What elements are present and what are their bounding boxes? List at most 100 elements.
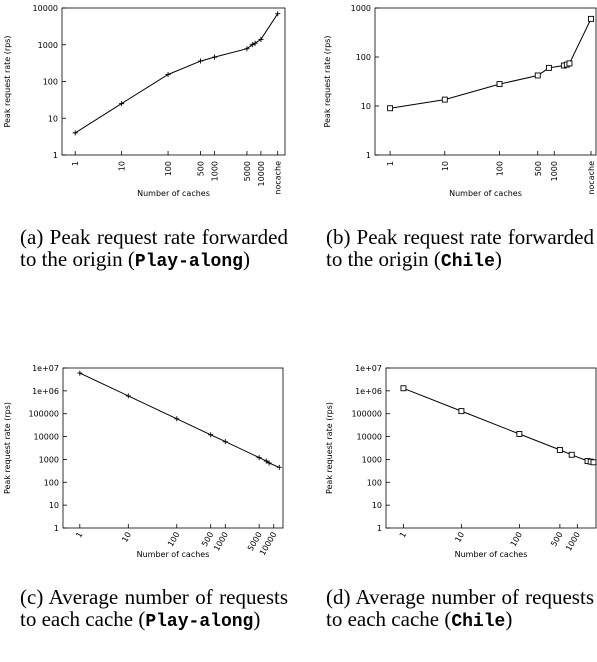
caption-text: (c) Average number of requests to each c… xyxy=(20,585,288,631)
marker xyxy=(458,408,465,415)
plot-frame xyxy=(385,367,597,529)
caption-text: ) xyxy=(494,247,502,271)
marker xyxy=(275,11,281,17)
marker xyxy=(266,460,272,466)
marker xyxy=(263,458,269,464)
x-tick-label: 1 xyxy=(386,161,395,166)
y-tick-label: 100 xyxy=(44,478,59,487)
y-tick-label: 10 xyxy=(361,102,371,111)
marker xyxy=(119,101,125,107)
data-line xyxy=(390,18,592,109)
caption-dataset: Chile xyxy=(440,252,495,272)
x-axis-label: Number of caches xyxy=(455,550,528,559)
marker xyxy=(516,431,523,437)
x-tick-label: 1000 xyxy=(210,161,219,181)
marker xyxy=(198,58,204,64)
x-axis-label: Number of caches xyxy=(449,189,522,198)
marker xyxy=(496,81,503,88)
marker xyxy=(174,416,180,422)
marker xyxy=(588,15,594,22)
x-tick-label: 10 xyxy=(453,531,466,544)
y-tick-label: 1 xyxy=(54,524,59,533)
marker xyxy=(125,393,131,399)
x-tick-label: 10 xyxy=(441,161,450,171)
marker xyxy=(545,64,552,71)
data-line xyxy=(403,387,594,463)
x-tick-label: 1 xyxy=(74,531,84,540)
caption-text: ) xyxy=(505,607,513,631)
marker xyxy=(252,40,258,46)
y-tick-label: 1000 xyxy=(362,455,382,464)
x-tick-label: 5000 xyxy=(243,161,252,181)
marker xyxy=(276,464,282,470)
y-tick-label: 1e+07 xyxy=(32,364,59,373)
x-tick-label: nocache xyxy=(274,161,283,195)
caption-dataset: Play-along xyxy=(134,252,243,272)
x-tick-label: 1000 xyxy=(550,161,559,181)
caption-text: (b) Peak request rate forwarded to the o… xyxy=(326,225,594,271)
x-tick-label: 10000 xyxy=(257,161,266,186)
y-tick-label: 1000 xyxy=(39,455,59,464)
caption-text: (d) Average number of requests to each c… xyxy=(326,585,594,631)
y-tick-label: 100000 xyxy=(351,410,382,419)
caption: (a) Peak request rate forwarded to the o… xyxy=(20,226,288,273)
caption: (b) Peak request rate forwarded to the o… xyxy=(326,226,594,273)
x-tick-label: 10 xyxy=(118,161,127,171)
y-tick-label: 1e+06 xyxy=(32,387,59,396)
y-tick-label: 1 xyxy=(366,151,371,160)
marker xyxy=(556,446,563,453)
caption: (d) Average number of requests to each c… xyxy=(326,586,594,633)
y-tick-label: 1000 xyxy=(351,4,371,13)
marker xyxy=(165,72,171,78)
x-tick-label: 1000 xyxy=(564,531,582,553)
marker xyxy=(72,130,78,136)
y-tick-label: 100 xyxy=(367,478,382,487)
marker xyxy=(590,459,597,466)
y-tick-label: 1 xyxy=(377,524,382,533)
y-tick-label: 100 xyxy=(356,53,371,62)
x-tick-label: 100 xyxy=(509,531,524,549)
plot-frame xyxy=(62,367,284,529)
x-tick-label: 1 xyxy=(398,531,408,540)
caption-text: ) xyxy=(242,247,250,271)
y-tick-label: 10 xyxy=(48,114,58,123)
caption-dataset: Play-along xyxy=(145,612,254,632)
marker xyxy=(244,46,250,52)
x-tick-label: 100 xyxy=(166,531,181,549)
marker xyxy=(222,439,228,445)
x-tick-label: 10 xyxy=(120,531,133,544)
caption-dataset: Chile xyxy=(451,612,506,632)
x-tick-label: 1000 xyxy=(212,531,230,553)
y-tick-label: 1 xyxy=(53,151,58,160)
caption-text: (a) Peak request rate forwarded to the o… xyxy=(20,225,288,271)
y-axis-label: Peak request rate (rps) xyxy=(3,402,12,494)
marker xyxy=(534,72,541,79)
y-axis-label: Peak request rate (rps) xyxy=(3,35,12,127)
data-line xyxy=(79,372,280,468)
marker xyxy=(441,96,448,103)
marker xyxy=(387,105,394,112)
y-tick-label: 1e+07 xyxy=(355,364,382,373)
marker xyxy=(568,451,575,458)
x-tick-label: 100 xyxy=(164,161,173,176)
x-tick-label: 1 xyxy=(71,161,80,166)
plot-frame xyxy=(61,7,286,156)
x-tick-label: 500 xyxy=(197,161,206,176)
marker xyxy=(566,60,573,67)
y-axis-label: Peak request rate (rps) xyxy=(325,402,334,494)
y-tick-label: 10000 xyxy=(357,433,382,442)
y-tick-label: 1000 xyxy=(38,41,58,50)
plot-frame xyxy=(374,7,597,156)
x-axis-label: Number of caches xyxy=(137,189,210,198)
caption-text: ) xyxy=(253,607,261,631)
y-tick-label: 1e+06 xyxy=(355,387,382,396)
marker xyxy=(258,36,264,42)
y-axis-label: Peak request rate (rps) xyxy=(323,35,332,127)
marker xyxy=(77,370,83,376)
y-tick-label: 10 xyxy=(49,501,59,510)
x-tick-label: 500 xyxy=(534,161,543,176)
data-line xyxy=(74,13,279,134)
caption: (c) Average number of requests to each c… xyxy=(20,586,288,633)
